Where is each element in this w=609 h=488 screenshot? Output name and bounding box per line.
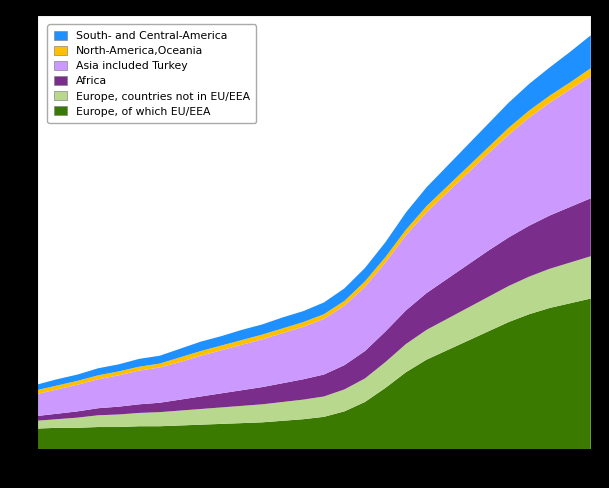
Legend: South- and Central-America, North-America,Oceania, Asia included Turkey, Africa,: South- and Central-America, North-Americ… — [48, 24, 256, 123]
